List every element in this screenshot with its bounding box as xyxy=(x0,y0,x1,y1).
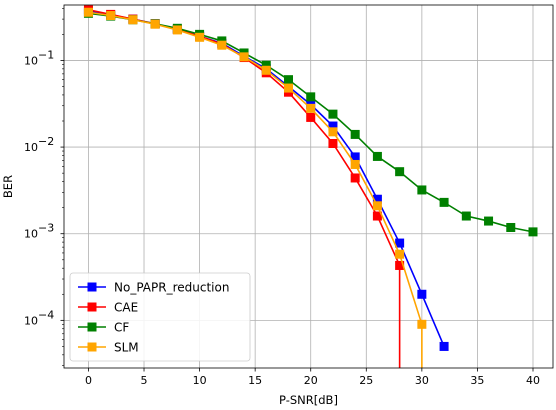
data-point xyxy=(350,159,360,169)
legend-item: SLM xyxy=(78,341,139,355)
data-point xyxy=(350,173,360,183)
data-point xyxy=(261,65,271,75)
y-axis-label: BER xyxy=(1,175,15,198)
data-point xyxy=(372,151,382,161)
data-point xyxy=(350,152,360,162)
x-tick-label: 20 xyxy=(304,374,318,387)
data-point xyxy=(417,319,427,329)
legend-label: CAE xyxy=(114,301,138,315)
data-point xyxy=(328,138,338,148)
legend-label: CF xyxy=(114,321,129,335)
data-point xyxy=(461,211,471,221)
data-point xyxy=(306,112,316,122)
legend-marker xyxy=(87,302,97,312)
data-point xyxy=(150,19,160,29)
data-point xyxy=(528,227,538,237)
data-point xyxy=(283,75,293,85)
data-point xyxy=(417,185,427,195)
legend-marker xyxy=(87,342,97,352)
legend: No_PAPR_reduction CAE CF SLM xyxy=(69,272,251,362)
data-point xyxy=(261,60,271,70)
legend-item: No_PAPR_reduction xyxy=(78,281,229,295)
y-tick-label: 10 xyxy=(24,314,38,327)
data-point xyxy=(395,167,405,177)
data-point xyxy=(439,341,449,351)
x-tick-label: 35 xyxy=(470,374,484,387)
x-tick-label: 30 xyxy=(415,374,429,387)
data-point xyxy=(395,238,405,248)
y-tick-label: 10 xyxy=(24,228,38,241)
y-tick-label: 10 xyxy=(24,54,38,67)
data-point xyxy=(306,103,316,113)
data-point xyxy=(417,289,427,299)
legend-item: CAE xyxy=(78,301,138,315)
series-SLM xyxy=(83,7,427,368)
x-tick-label: 15 xyxy=(248,374,262,387)
data-point xyxy=(106,11,116,21)
x-tick-label: 10 xyxy=(193,374,207,387)
plot-frame xyxy=(63,4,554,369)
y-tick-exponent: −3 xyxy=(38,222,54,235)
legend-label: SLM xyxy=(114,341,139,355)
data-point xyxy=(328,127,338,137)
x-tick-label: 40 xyxy=(526,374,540,387)
data-point xyxy=(484,216,494,226)
legend-marker xyxy=(87,282,97,292)
data-point xyxy=(306,92,316,102)
legend-label: No_PAPR_reduction xyxy=(114,281,229,295)
data-point xyxy=(395,249,405,259)
x-tick-label: 25 xyxy=(359,374,373,387)
data-point xyxy=(283,83,293,93)
y-tick-exponent: −2 xyxy=(38,135,54,148)
legend-box xyxy=(69,272,251,362)
y-tick-label: 10 xyxy=(24,141,38,154)
data-point xyxy=(83,7,93,17)
data-point xyxy=(328,109,338,119)
x-tick-label: 5 xyxy=(141,374,148,387)
x-axis-label: P-SNR[dB] xyxy=(279,393,338,407)
data-point xyxy=(350,129,360,139)
data-point xyxy=(195,32,205,42)
y-tick-exponent: −4 xyxy=(38,308,54,321)
legend-item: CF xyxy=(78,321,129,335)
plot-series xyxy=(83,5,538,368)
data-point xyxy=(128,15,138,25)
data-point xyxy=(506,222,516,232)
data-point xyxy=(439,197,449,207)
data-point xyxy=(328,121,338,131)
y-tick-exponent: −1 xyxy=(38,48,54,61)
data-point xyxy=(372,194,382,204)
data-point xyxy=(239,52,249,62)
legend-marker xyxy=(87,322,97,332)
data-point xyxy=(372,211,382,221)
data-point xyxy=(372,201,382,211)
data-point xyxy=(395,260,405,270)
x-tick-label: 0 xyxy=(85,374,92,387)
data-point xyxy=(172,25,182,35)
data-point xyxy=(217,40,227,50)
